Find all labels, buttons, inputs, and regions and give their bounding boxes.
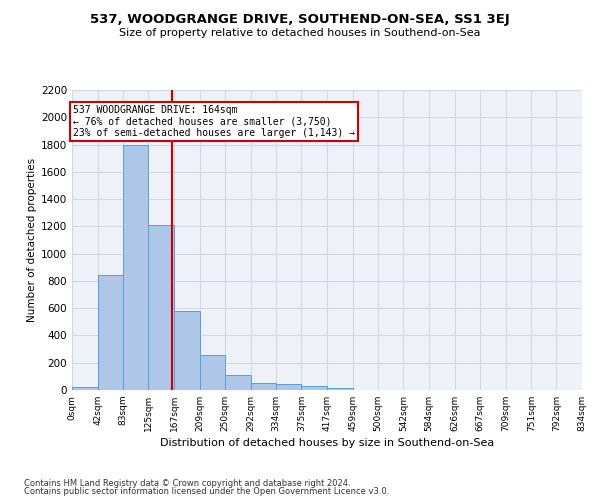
Bar bbox=[174, 311, 200, 390]
Bar bbox=[72, 386, 98, 390]
Text: 537 WOODGRANGE DRIVE: 164sqm
← 76% of detached houses are smaller (3,750)
23% of: 537 WOODGRANGE DRIVE: 164sqm ← 76% of de… bbox=[73, 105, 355, 138]
Bar bbox=[276, 384, 301, 390]
Bar bbox=[98, 276, 123, 390]
Bar bbox=[148, 225, 174, 390]
Bar bbox=[327, 388, 353, 390]
Bar bbox=[301, 386, 327, 390]
Bar bbox=[225, 375, 251, 390]
Bar bbox=[123, 144, 148, 390]
Bar bbox=[251, 384, 276, 390]
Text: Contains HM Land Registry data © Crown copyright and database right 2024.: Contains HM Land Registry data © Crown c… bbox=[24, 478, 350, 488]
Text: Contains public sector information licensed under the Open Government Licence v3: Contains public sector information licen… bbox=[24, 487, 389, 496]
Y-axis label: Number of detached properties: Number of detached properties bbox=[27, 158, 37, 322]
X-axis label: Distribution of detached houses by size in Southend-on-Sea: Distribution of detached houses by size … bbox=[160, 438, 494, 448]
Text: 537, WOODGRANGE DRIVE, SOUTHEND-ON-SEA, SS1 3EJ: 537, WOODGRANGE DRIVE, SOUTHEND-ON-SEA, … bbox=[90, 12, 510, 26]
Text: Size of property relative to detached houses in Southend-on-Sea: Size of property relative to detached ho… bbox=[119, 28, 481, 38]
Bar bbox=[200, 354, 225, 390]
